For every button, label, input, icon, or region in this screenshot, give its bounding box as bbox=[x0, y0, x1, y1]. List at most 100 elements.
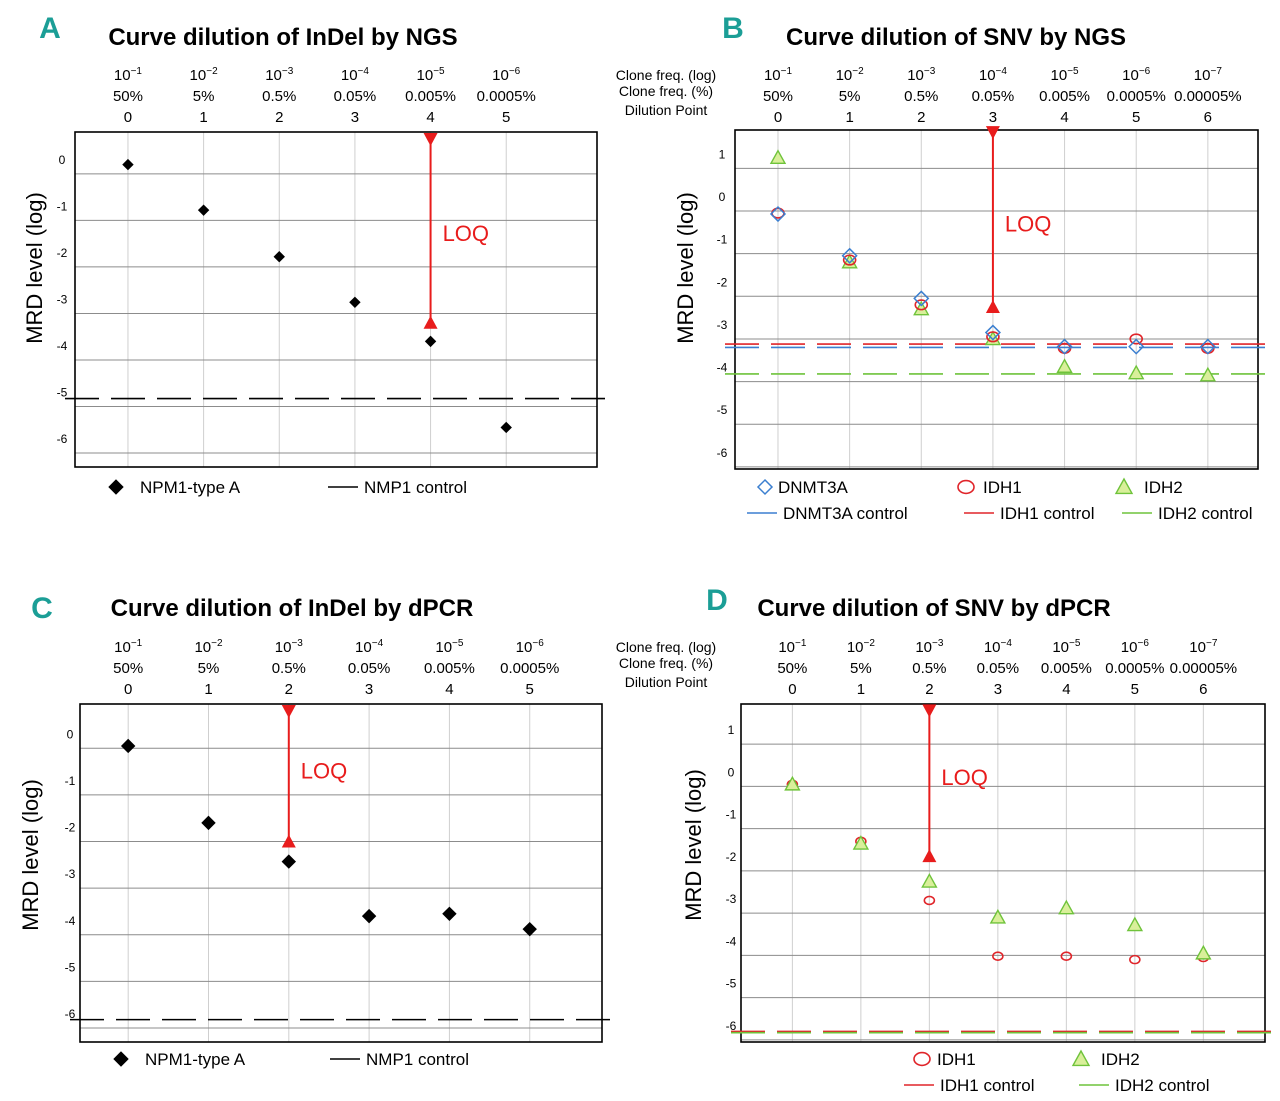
dilution-point-label: 2 bbox=[917, 109, 925, 126]
loq-top-marker bbox=[423, 132, 438, 146]
clone-freq-log: 10−5 bbox=[1051, 66, 1080, 84]
clone-freq-log: 10−5 bbox=[417, 66, 446, 84]
loq-label: LOQ bbox=[443, 221, 489, 246]
clone-freq-log: 10−6 bbox=[1121, 638, 1150, 656]
dilution-point-label: 5 bbox=[1131, 681, 1139, 698]
data-point-idh2 bbox=[1199, 366, 1217, 382]
y-axis-label: MRD level (log) bbox=[673, 192, 698, 344]
data-point-idh2 bbox=[852, 834, 870, 850]
clone-freq-pct: 0.005% bbox=[424, 660, 475, 677]
dilution-point-label: 4 bbox=[1062, 681, 1070, 698]
dilution-point-label: 5 bbox=[502, 109, 510, 126]
panel-b: B Curve dilution of SNV by NGS MRD level (… bbox=[616, 12, 1266, 523]
legend-label: NMP1 control bbox=[364, 478, 467, 497]
dilution-point-label: 5 bbox=[1132, 109, 1140, 126]
clone-freq-log: 10−1 bbox=[114, 638, 143, 656]
legend-symbol bbox=[756, 478, 774, 496]
clone-freq-pct: 0.005% bbox=[1041, 660, 1092, 677]
row-label: Dilution Point bbox=[625, 102, 708, 118]
loq-bottom-marker bbox=[423, 315, 438, 329]
clone-freq-log: 10−7 bbox=[1189, 638, 1218, 656]
clone-freq-log: 10−3 bbox=[265, 66, 294, 84]
loq-top-marker bbox=[281, 704, 296, 718]
panel-c: C Curve dilution of InDel by dPCR MRD leve… bbox=[18, 592, 610, 1069]
chart-title: Curve dilution of InDel by dPCR bbox=[111, 595, 474, 622]
dilution-point-label: 1 bbox=[857, 681, 865, 698]
data-point-npm1-type-a bbox=[349, 296, 361, 308]
y-tick-label: -4 bbox=[726, 934, 737, 948]
legend-symbol bbox=[957, 479, 975, 495]
data-point-idh1 bbox=[986, 331, 1000, 343]
clone-freq-log: 10−1 bbox=[778, 638, 807, 656]
clone-freq-pct: 50% bbox=[113, 660, 143, 677]
legend-symbol bbox=[913, 1051, 931, 1067]
clone-freq-pct: 0.05% bbox=[977, 660, 1020, 677]
y-tick-label: -3 bbox=[65, 867, 76, 881]
data-point-idh2 bbox=[1195, 944, 1212, 960]
dilution-point-label: 2 bbox=[275, 109, 283, 126]
clone-freq-pct: 0.0005% bbox=[1107, 88, 1166, 105]
y-tick-label: 1 bbox=[719, 147, 726, 161]
dilution-point-label: 4 bbox=[445, 681, 453, 698]
clone-freq-pct: 0.0005% bbox=[1105, 660, 1164, 677]
plot-frame bbox=[734, 129, 1259, 470]
y-tick-label: -6 bbox=[726, 1019, 737, 1033]
legend-label: IDH1 bbox=[983, 478, 1022, 497]
loq-top-marker bbox=[985, 126, 1000, 140]
plot-frame bbox=[79, 703, 603, 1043]
clone-freq-pct: 0.0005% bbox=[477, 88, 536, 105]
data-point-npm1-type-a bbox=[500, 421, 512, 434]
panel-letter: A bbox=[39, 12, 61, 45]
y-tick-label: -5 bbox=[65, 960, 76, 974]
clone-freq-pct: 0.005% bbox=[1039, 88, 1090, 105]
y-axis-label: MRD level (log) bbox=[22, 192, 47, 344]
clone-freq-pct: 50% bbox=[113, 88, 143, 105]
chart-title: Curve dilution of SNV by NGS bbox=[786, 24, 1126, 51]
legend-label: NMP1 control bbox=[366, 1050, 469, 1069]
data-point-idh2 bbox=[784, 775, 801, 791]
y-tick-label: -2 bbox=[65, 821, 76, 835]
clone-freq-log: 10−6 bbox=[516, 638, 545, 656]
plot-frame bbox=[740, 703, 1266, 1043]
y-tick-label: 0 bbox=[719, 190, 726, 204]
legend-symbol bbox=[113, 1051, 129, 1067]
dilution-point-label: 6 bbox=[1204, 109, 1212, 126]
y-axis-label: MRD level (log) bbox=[18, 779, 43, 931]
data-point-npm1-type-a bbox=[522, 921, 537, 937]
plot-frame bbox=[74, 131, 598, 468]
data-point-idh2 bbox=[921, 873, 938, 888]
dilution-point-label: 2 bbox=[925, 681, 933, 698]
data-point-npm1-type-a bbox=[120, 738, 136, 754]
data-point-idh1 bbox=[1060, 951, 1073, 962]
data-point-dnmt3a bbox=[769, 205, 787, 223]
y-tick-label: -1 bbox=[65, 774, 76, 788]
clone-freq-pct: 0.05% bbox=[348, 660, 391, 677]
data-point-dnmt3a bbox=[1199, 338, 1216, 355]
legend-label: DNMT3A control bbox=[783, 504, 908, 523]
dilution-point-label: 0 bbox=[124, 681, 132, 698]
panel-a: A Curve dilution of InDel by NGS MRD level… bbox=[22, 12, 605, 497]
loq-bottom-marker bbox=[922, 849, 937, 863]
clone-freq-log: 10−2 bbox=[836, 66, 865, 84]
data-point-idh1 bbox=[992, 951, 1004, 962]
clone-freq-log: 10−2 bbox=[194, 638, 223, 656]
clone-freq-log: 10−4 bbox=[355, 638, 384, 656]
y-tick-label: -4 bbox=[57, 339, 68, 353]
data-point-idh2 bbox=[1058, 899, 1075, 915]
dilution-point-label: 0 bbox=[788, 681, 796, 698]
loq-label: LOQ bbox=[301, 758, 347, 783]
data-point-idh2 bbox=[989, 908, 1007, 924]
clone-freq-pct: 0.005% bbox=[405, 88, 456, 105]
clone-freq-log: 10−6 bbox=[492, 66, 521, 84]
dilution-point-label: 6 bbox=[1199, 681, 1207, 698]
legend-label: IDH2 control bbox=[1158, 504, 1252, 523]
clone-freq-pct: 5% bbox=[850, 660, 872, 677]
clone-freq-pct: 0.05% bbox=[334, 88, 377, 105]
data-point-npm1-type-a bbox=[442, 906, 457, 922]
dilution-point-label: 1 bbox=[845, 109, 853, 126]
data-point-idh1 bbox=[1129, 333, 1144, 345]
data-point-dnmt3a bbox=[841, 247, 858, 264]
clone-freq-log: 10−2 bbox=[190, 66, 219, 84]
clone-freq-log: 10−3 bbox=[275, 638, 304, 656]
